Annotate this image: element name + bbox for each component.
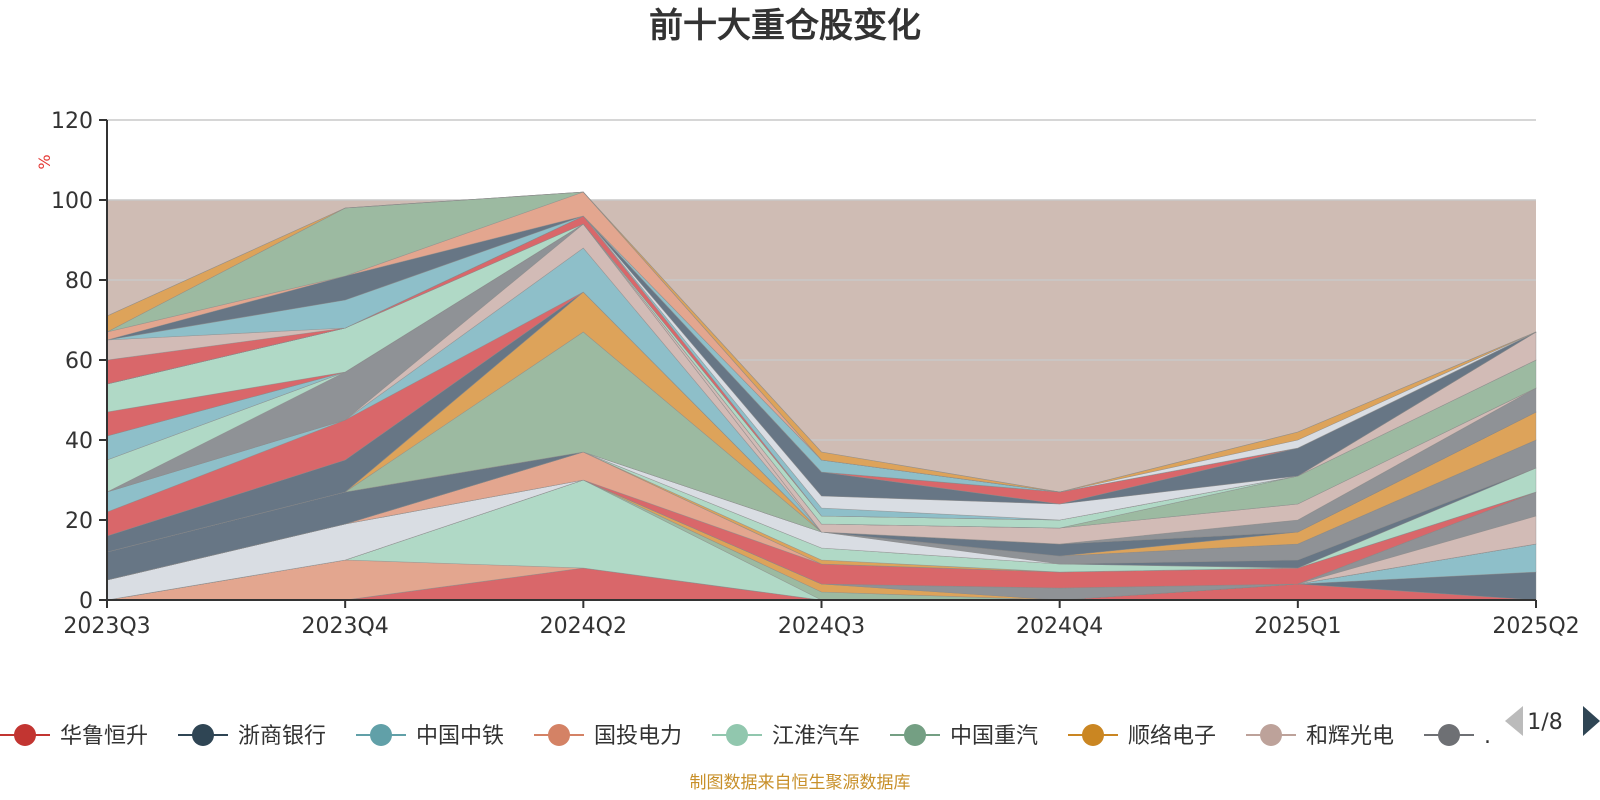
y-tick-label: 60 — [65, 349, 93, 374]
legend-item[interactable]: 江淮汽车 — [712, 724, 860, 749]
x-tick-label: 2025Q1 — [1254, 614, 1341, 639]
legend-label: 和辉光电 — [1306, 724, 1394, 749]
legend-pager: 1/8 — [1505, 706, 1600, 736]
source-note: 制图数据来自恒生聚源数据库 — [690, 773, 911, 793]
legend-marker-icon — [904, 724, 926, 746]
legend-item[interactable]: 国投电力 — [534, 724, 682, 749]
legend-label: 江淮汽车 — [772, 724, 860, 749]
legend: 华鲁恒升 浙商银行 中国中铁 国投电力 江淮汽车 中国重汽 顺络电子 和辉光电. — [0, 724, 1491, 749]
legend-marker-icon — [1438, 724, 1460, 746]
legend-label: 中国中铁 — [416, 724, 504, 749]
legend-label: . — [1484, 724, 1491, 749]
y-axis: 0 20 40 60 80 100 120 — [51, 109, 108, 614]
legend-next-arrow-icon[interactable] — [1583, 706, 1600, 736]
chart-title: 前十大重仓股变化 — [649, 6, 921, 46]
legend-marker-icon — [548, 724, 570, 746]
legend-label: 国投电力 — [594, 724, 682, 749]
x-tick-label: 2023Q4 — [302, 614, 389, 639]
legend-item[interactable]: 中国重汽 — [890, 724, 1038, 749]
legend-marker-icon — [192, 724, 214, 746]
legend-item[interactable]: . — [1424, 724, 1491, 749]
legend-item[interactable]: 中国中铁 — [356, 724, 504, 749]
legend-item[interactable]: 和辉光电 — [1246, 724, 1394, 749]
legend-item[interactable]: 华鲁恒升 — [0, 724, 148, 749]
x-tick-label: 2024Q3 — [778, 614, 865, 639]
legend-label: 中国重汽 — [950, 724, 1038, 749]
y-tick-label: 80 — [65, 269, 93, 294]
legend-marker-icon — [726, 724, 748, 746]
x-tick-label: 2023Q3 — [63, 614, 150, 639]
plot-area — [106, 119, 1537, 601]
x-axis: 2023Q3 2023Q4 2024Q2 2024Q3 2024Q4 2025Q1 2025… — [63, 599, 1580, 639]
legend-label: 华鲁恒升 — [60, 724, 148, 749]
y-tick-label: 20 — [65, 509, 93, 534]
legend-marker-icon — [1260, 724, 1282, 746]
x-tick-label: 2024Q2 — [540, 614, 627, 639]
y-tick-label: 40 — [65, 429, 93, 454]
area-series-50 — [106, 191, 1537, 493]
legend-marker-icon — [14, 724, 36, 746]
legend-item[interactable]: 浙商银行 — [178, 724, 326, 749]
legend-page-indicator: 1/8 — [1527, 710, 1562, 735]
y-tick-label: 100 — [51, 189, 93, 214]
y-tick-label: 0 — [79, 589, 93, 614]
legend-marker-icon — [1082, 724, 1104, 746]
y-axis-unit-label: % — [35, 154, 54, 169]
legend-marker-icon — [370, 724, 392, 746]
legend-label: 顺络电子 — [1128, 724, 1216, 749]
legend-item[interactable]: 顺络电子 — [1068, 724, 1216, 749]
x-tick-label: 2025Q2 — [1492, 614, 1579, 639]
x-tick-label: 2024Q4 — [1016, 614, 1103, 639]
legend-label: 浙商银行 — [238, 724, 326, 749]
y-tick-label: 120 — [51, 109, 93, 134]
legend-prev-arrow-icon[interactable] — [1505, 706, 1523, 736]
